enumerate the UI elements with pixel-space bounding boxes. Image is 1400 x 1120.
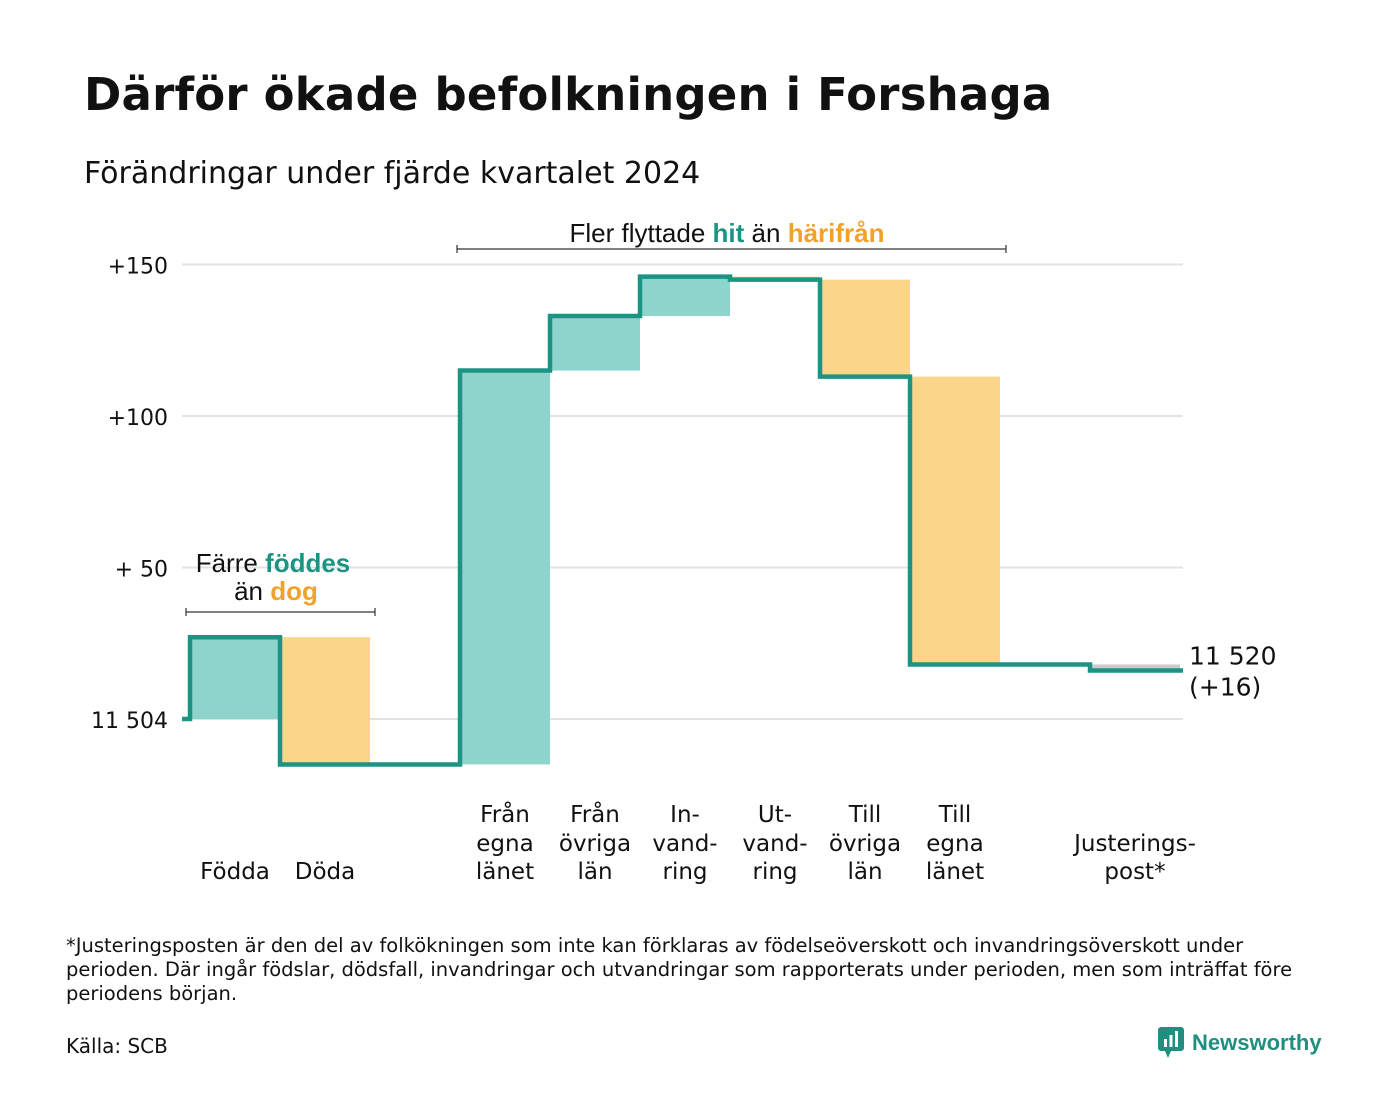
waterfall-bar-5 <box>640 276 730 317</box>
category-label-7-1: övriga <box>829 831 901 857</box>
category-label-0-2: Födda <box>200 859 270 885</box>
waterfall-bar-7 <box>820 279 910 377</box>
category-label-4-0: Från <box>570 800 620 828</box>
category-label-10-2: post* <box>1104 859 1165 885</box>
category-label-3-2: länet <box>476 859 534 885</box>
category-label-6-2: ring <box>752 859 797 885</box>
waterfall-bar-4 <box>550 316 640 371</box>
category-label-10-1: Justerings- <box>1072 831 1196 857</box>
waterfall-bar-8 <box>910 376 1000 665</box>
source-note: Källa: SCB <box>66 1034 168 1058</box>
category-label-4-1: övriga <box>559 831 631 857</box>
chart-title: Därför ökade befolkningen i Forshaga <box>84 68 1053 121</box>
migration-annotation-part-0: Fler flyttade <box>569 218 712 248</box>
category-label-8-0: Till <box>938 802 972 828</box>
y-tick-label-1: + 50 <box>115 558 168 583</box>
y-tick-label-2: +100 <box>108 406 168 431</box>
category-label-5-2: ring <box>662 859 707 885</box>
newsworthy-logo-icon <box>1158 1027 1184 1058</box>
migration-annotation: Fler flyttade hit än härifrån <box>569 218 884 248</box>
births-annotation-line-2-part-0: än <box>234 576 270 606</box>
births-annotation-line-2-part-1: dog <box>270 576 318 606</box>
category-label-8-2: länet <box>926 859 984 885</box>
category-label-5-1: vand- <box>652 831 717 857</box>
births-annotation-line-1-part-0: Färre <box>196 548 265 578</box>
category-label-7-0: Till <box>848 802 882 828</box>
y-tick-label-3: +150 <box>108 255 168 280</box>
category-label-5-0: In- <box>670 802 700 828</box>
brand-logo: Newsworthy <box>1158 1027 1322 1059</box>
category-label-3-0: Från <box>480 800 530 828</box>
category-label-3-1: egna <box>476 831 533 857</box>
category-label-1-2: Döda <box>295 859 355 885</box>
waterfall-bar-1 <box>280 637 370 765</box>
waterfall-bar-0 <box>190 637 280 719</box>
category-label-6-0: Ut- <box>758 802 792 828</box>
births-annotation-line-2: än dog <box>234 576 318 606</box>
category-label-8-1: egna <box>926 831 983 857</box>
y-tick-label-0: 11 504 <box>91 709 168 734</box>
waterfall-bar-3 <box>460 370 550 765</box>
end-value-label: 11 520 <box>1189 642 1276 671</box>
migration-annotation-part-2: än <box>744 218 787 248</box>
births-annotation-line-1: Färre föddes <box>196 548 351 578</box>
chart-subtitle: Förändringar under fjärde kvartalet 2024 <box>84 156 701 191</box>
footnote: *Justeringsposten är den del av folkökni… <box>66 934 1293 1005</box>
migration-annotation-part-3: härifrån <box>788 218 885 248</box>
end-change-label: (+16) <box>1189 673 1261 702</box>
cumulative-step-line <box>182 274 1183 767</box>
births-annotation-line-1-part-1: föddes <box>265 548 350 578</box>
waterfall-bar-10 <box>1090 664 1180 671</box>
category-label-7-2: län <box>847 859 882 885</box>
category-label-6-1: vand- <box>742 831 807 857</box>
migration-annotation-part-1: hit <box>713 218 745 248</box>
brand-name: Newsworthy <box>1192 1030 1322 1055</box>
category-label-4-2: län <box>577 859 612 885</box>
